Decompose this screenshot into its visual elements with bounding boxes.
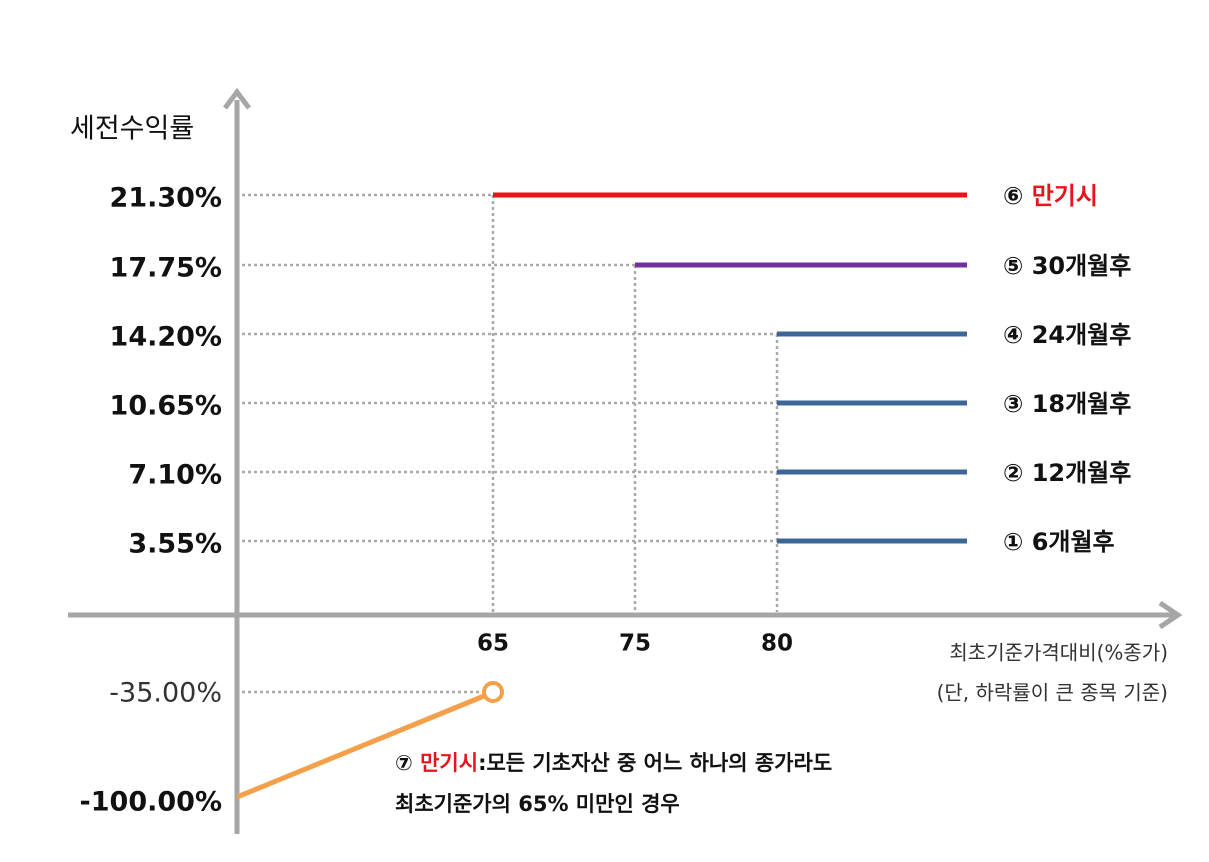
axes bbox=[68, 87, 1183, 834]
loss-note: ⑦ 만기시:모든 기초자산 중 어느 하나의 종가라도 bbox=[395, 751, 832, 775]
marker: ② bbox=[1003, 459, 1023, 487]
x-tick-label: 80 bbox=[761, 631, 793, 657]
rate-label: -100.00% bbox=[80, 787, 222, 818]
x-axis-label: (단, 하락률이 큰 종목 기준) bbox=[937, 681, 1168, 705]
note: :모든 기초자산 중 어느 하나의 종가라도 bbox=[478, 751, 832, 775]
level-label: ⑥ 만기시 bbox=[1003, 182, 1098, 210]
loss-line bbox=[236, 693, 485, 800]
marker: ① bbox=[1003, 528, 1023, 556]
rate-label: 10.65% bbox=[110, 391, 222, 422]
marker: ⑦ bbox=[395, 751, 413, 775]
x-tick-label: 75 bbox=[619, 631, 651, 657]
rate-label: 7.10% bbox=[128, 460, 222, 491]
level-labels: ⑥ 만기시 ⑤ 30개월후 ④ 24개월후 ③ 18개월후 ② 12개월후 ① … bbox=[1003, 182, 1131, 556]
level-label: ⑤ 30개월후 bbox=[1003, 252, 1131, 280]
x-axis-label: 최초기준가격대비(%종가) bbox=[949, 641, 1168, 665]
name: 6개월후 bbox=[1032, 528, 1115, 556]
loss-note: 최초기준가의 65% 미만인 경우 bbox=[395, 792, 680, 816]
rate-label: 14.20% bbox=[110, 322, 222, 353]
level-label: ④ 24개월후 bbox=[1003, 321, 1131, 349]
name: 12개월후 bbox=[1032, 459, 1132, 487]
rate-label: 17.75% bbox=[110, 253, 222, 284]
level-label: ③ 18개월후 bbox=[1003, 390, 1131, 418]
x-arrow bbox=[1158, 600, 1183, 630]
rate-label: 3.55% bbox=[128, 529, 222, 560]
name: 24개월후 bbox=[1032, 321, 1132, 349]
name: 30개월후 bbox=[1032, 252, 1132, 280]
y-axis-label: 세전수익률 bbox=[70, 114, 194, 145]
rate-label: -35.00% bbox=[109, 678, 222, 709]
loss-point bbox=[482, 681, 504, 703]
x-tick-label: 65 bbox=[477, 631, 509, 657]
name: 만기시 bbox=[420, 751, 478, 775]
level-label: ② 12개월후 bbox=[1003, 459, 1131, 487]
marker: ③ bbox=[1003, 390, 1023, 418]
y-arrow bbox=[223, 87, 251, 110]
marker: ⑤ bbox=[1003, 252, 1023, 280]
name: 18개월후 bbox=[1032, 390, 1132, 418]
marker: ⑥ bbox=[1003, 182, 1023, 210]
rate-label: 21.30% bbox=[110, 183, 222, 214]
marker: ④ bbox=[1003, 321, 1023, 349]
level-label: ① 6개월후 bbox=[1003, 528, 1115, 556]
name: 만기시 bbox=[1032, 182, 1098, 210]
